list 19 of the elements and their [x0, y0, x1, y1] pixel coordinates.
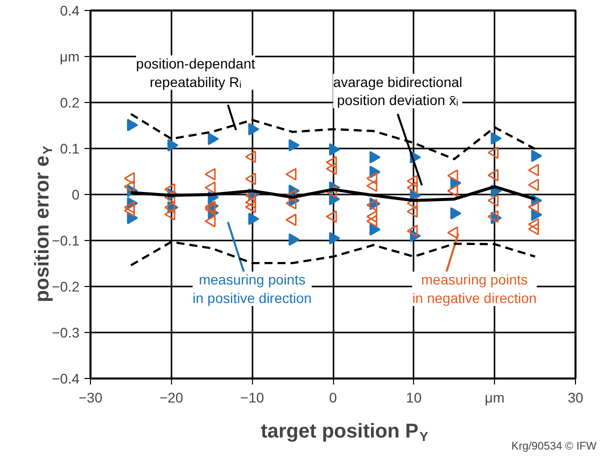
y-tick-label: 0.1	[60, 140, 80, 156]
x-tick-label: μm	[484, 390, 505, 406]
x-tick-label: −30	[78, 390, 103, 406]
y-tick-label: 0	[72, 186, 80, 202]
x-tick-label: −10	[240, 390, 264, 406]
y-tick-label: μm	[60, 48, 80, 64]
text: measuring points in positive direction	[192, 272, 312, 306]
text: measuring points in negative direction	[412, 272, 537, 306]
x-tick-label: −20	[159, 390, 184, 406]
x-tick-label: 30	[568, 390, 584, 406]
x-tick-label: 10	[406, 390, 422, 406]
y-tick-label: −0.4	[52, 370, 80, 386]
text: avarage bidirectional position deviation x̄ᵢ	[333, 74, 462, 108]
y-tick-label: 0.4	[60, 2, 80, 18]
series-label: position-dependant repeatability Rᵢ	[136, 55, 256, 90]
y-tick-label: 0.2	[60, 94, 80, 110]
x-tick-label: 0	[329, 390, 338, 406]
y-tick-label: −0.3	[52, 324, 80, 340]
text: Krg/90534 © IFW	[511, 440, 598, 452]
